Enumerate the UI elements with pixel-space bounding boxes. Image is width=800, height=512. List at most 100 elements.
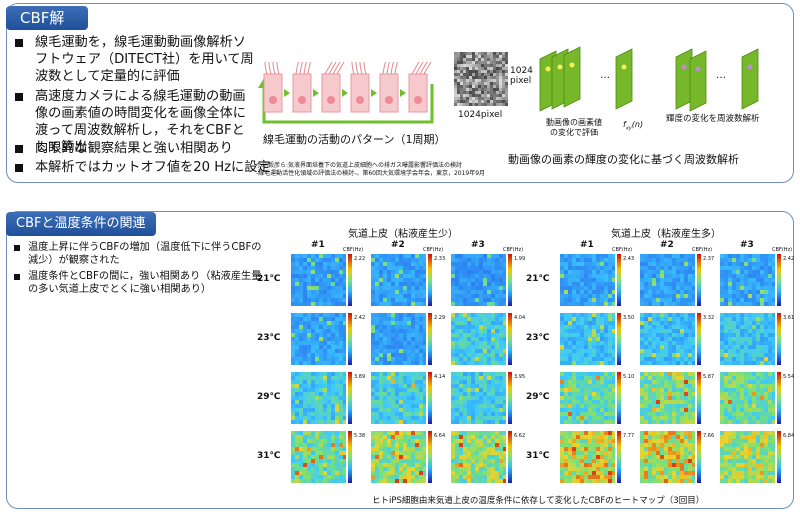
cilium — [386, 61, 390, 75]
cbf-heatmap-tile — [291, 313, 346, 365]
cilium — [328, 61, 337, 75]
colorbar — [697, 313, 701, 365]
formula-fxy: fxy(n) — [623, 120, 644, 132]
colorbar-max-value: 2.42 — [354, 315, 366, 321]
colorbar-max-value: 2.42 — [783, 256, 795, 262]
cbf-heatmap-tile — [720, 313, 775, 365]
cell-nucleus — [298, 96, 306, 104]
step-arrow — [400, 89, 406, 97]
colorbar — [348, 372, 352, 424]
colorbar — [508, 313, 512, 365]
cbf-heatmap-tile — [371, 431, 426, 483]
video-frame-noise-image — [454, 52, 508, 106]
cilium — [299, 61, 303, 75]
colorbar-max-value: 5.10 — [623, 374, 635, 380]
colorbar-unit: CBF(Hz) — [612, 247, 633, 253]
cbf-heatmap-tile — [451, 431, 506, 483]
colorbar — [508, 372, 512, 424]
colorbar — [777, 313, 781, 365]
epithelial-cell — [321, 73, 341, 113]
section-title-cbf-analysis: CBF解析 — [6, 6, 88, 51]
cbf-heatmap-tile — [371, 254, 426, 306]
colorbar — [777, 254, 781, 306]
colorbar — [508, 431, 512, 483]
colorbar — [428, 254, 432, 306]
heatmap-row-label: 31℃ — [526, 451, 550, 461]
cell-nucleus — [327, 96, 335, 104]
epithelial-cell — [350, 73, 370, 113]
colorbar-unit: CBF(Hz) — [503, 247, 524, 253]
cilium — [272, 61, 276, 75]
pixel-size-right: 1024 pixel — [510, 66, 533, 86]
colorbar-unit: CBF(Hz) — [772, 247, 793, 253]
colorbar-max-value: 6.64 — [434, 433, 446, 439]
cilium — [324, 61, 333, 75]
colorbar — [617, 254, 621, 306]
cbf-heatmap-tile — [640, 431, 695, 483]
cbf-heatmap-tile — [560, 372, 615, 424]
cell-nucleus — [356, 96, 364, 104]
cbf-heatmap-tile — [291, 372, 346, 424]
cbf-heatmap-tile — [720, 431, 775, 483]
cilium — [423, 61, 432, 75]
colorbar-max-value: 3.50 — [623, 315, 635, 321]
colorbar — [617, 431, 621, 483]
cbf-heatmap-tile — [720, 254, 775, 306]
heatmap-column-header: #1 — [580, 240, 594, 250]
colorbar-max-value: 5.54 — [783, 374, 795, 380]
cbf-heatmap-tile — [640, 254, 695, 306]
colorbar — [428, 313, 432, 365]
colorbar-max-value: 2.33 — [434, 256, 446, 262]
colorbar-max-value: 2.22 — [354, 256, 366, 262]
step-arrow — [284, 89, 290, 97]
colorbar-max-value: 3.32 — [703, 315, 715, 321]
colorbar-max-value: 2.29 — [434, 315, 446, 321]
cilium — [264, 61, 268, 75]
heatmap-column-header: #3 — [740, 240, 754, 250]
heatmap-column-header: #1 — [311, 240, 325, 250]
cbf-heatmap-tile — [560, 254, 615, 306]
heatmap-column-header: #2 — [391, 240, 405, 250]
cbf-heatmap-tile — [560, 431, 615, 483]
cilium — [363, 61, 367, 75]
epithelial-cell — [408, 73, 428, 113]
colorbar-max-value: 4.14 — [434, 374, 446, 380]
cilium — [295, 61, 299, 75]
colorbar-max-value: 3.95 — [514, 374, 526, 380]
cbf-heatmap-tile — [451, 254, 506, 306]
frequency-analysis-caption: 動画像の画素の輝度の変化に基づく周波数解析 — [508, 153, 739, 166]
heatmap-column-header: #2 — [660, 240, 674, 250]
cilia-motion-diagram — [258, 61, 434, 124]
step-arrow — [371, 89, 377, 97]
cbf-heatmap-tile — [720, 372, 775, 424]
colorbar-max-value: 1.99 — [514, 256, 526, 262]
colorbar — [348, 313, 352, 365]
colorbar — [617, 313, 621, 365]
section-title-cbf-temperature: CBFと温度条件の関連性 — [6, 212, 156, 255]
cilium — [336, 61, 345, 75]
colorbar — [697, 431, 701, 483]
colorbar-unit: CBF(Hz) — [343, 247, 364, 253]
colorbar-unit: CBF(Hz) — [423, 247, 444, 253]
ellipsis-2: … — [716, 70, 726, 81]
frequency-analysis-label: 輝度の変化を周波数解析 — [666, 114, 760, 124]
heatmap-row-label: 31℃ — [257, 451, 281, 461]
colorbar-max-value: 2.43 — [623, 256, 635, 262]
cilium — [359, 61, 363, 75]
cbf-heatmap-tile — [640, 313, 695, 365]
epithelial-cell — [292, 73, 312, 113]
colorbar-max-value: 3.89 — [354, 374, 366, 380]
colorbar-max-value: 4.04 — [514, 315, 526, 321]
heatmap-column-header: #3 — [471, 240, 485, 250]
citation-line-2: -線毛運動活性化領域の評価法の検討-。第60回大気環境学会年会，東京，2019年… — [256, 170, 486, 177]
cilium — [332, 61, 341, 75]
cilium — [411, 61, 420, 75]
colorbar — [697, 254, 701, 306]
pixel-eval-label: 動画像の画素値 の変化で評価 — [546, 118, 602, 137]
colorbar-max-value: 6.84 — [783, 433, 795, 439]
colorbar-max-value: 7.77 — [623, 433, 635, 439]
heatmap-row-label: 23℃ — [257, 333, 281, 343]
cell-nucleus — [269, 96, 277, 104]
cbf-heatmap-tile — [291, 254, 346, 306]
cbf-heatmap-tile — [560, 313, 615, 365]
